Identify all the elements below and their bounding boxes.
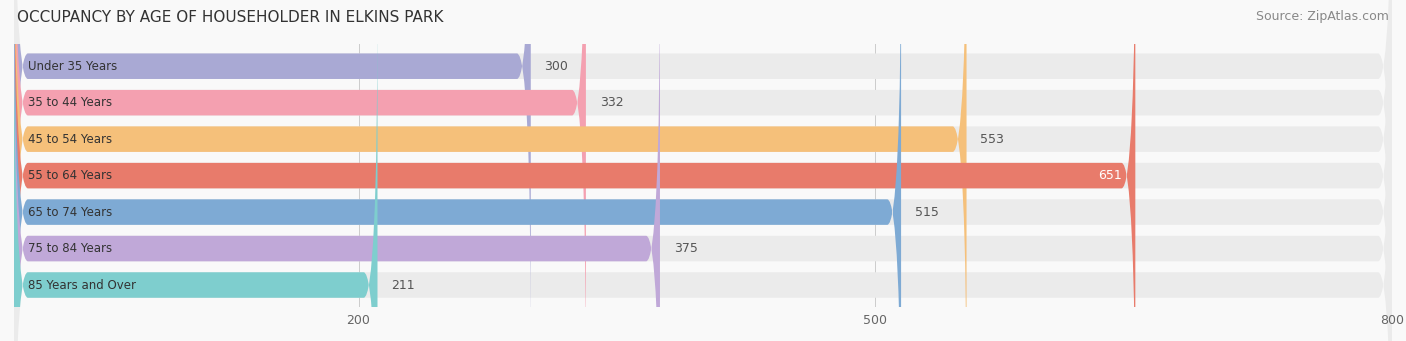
FancyBboxPatch shape <box>14 6 1392 341</box>
Text: Source: ZipAtlas.com: Source: ZipAtlas.com <box>1256 10 1389 23</box>
Text: 553: 553 <box>980 133 1004 146</box>
Text: 75 to 84 Years: 75 to 84 Years <box>28 242 112 255</box>
FancyBboxPatch shape <box>14 0 1392 341</box>
FancyBboxPatch shape <box>14 6 377 341</box>
FancyBboxPatch shape <box>14 0 1392 341</box>
FancyBboxPatch shape <box>14 0 531 341</box>
FancyBboxPatch shape <box>14 0 1392 341</box>
FancyBboxPatch shape <box>14 0 659 341</box>
FancyBboxPatch shape <box>14 0 1392 341</box>
FancyBboxPatch shape <box>14 0 901 341</box>
FancyBboxPatch shape <box>14 0 966 341</box>
Text: 65 to 74 Years: 65 to 74 Years <box>28 206 112 219</box>
Text: 651: 651 <box>1098 169 1122 182</box>
FancyBboxPatch shape <box>14 0 1135 341</box>
Text: 211: 211 <box>391 279 415 292</box>
FancyBboxPatch shape <box>14 0 586 341</box>
Text: 45 to 54 Years: 45 to 54 Years <box>28 133 112 146</box>
FancyBboxPatch shape <box>14 0 1392 341</box>
Text: OCCUPANCY BY AGE OF HOUSEHOLDER IN ELKINS PARK: OCCUPANCY BY AGE OF HOUSEHOLDER IN ELKIN… <box>17 10 443 25</box>
Text: 35 to 44 Years: 35 to 44 Years <box>28 96 112 109</box>
FancyBboxPatch shape <box>14 0 1392 341</box>
Text: 55 to 64 Years: 55 to 64 Years <box>28 169 112 182</box>
Text: 300: 300 <box>544 60 568 73</box>
Text: 332: 332 <box>599 96 623 109</box>
Text: 375: 375 <box>673 242 697 255</box>
Text: Under 35 Years: Under 35 Years <box>28 60 117 73</box>
Text: 515: 515 <box>915 206 939 219</box>
Text: 85 Years and Over: 85 Years and Over <box>28 279 136 292</box>
